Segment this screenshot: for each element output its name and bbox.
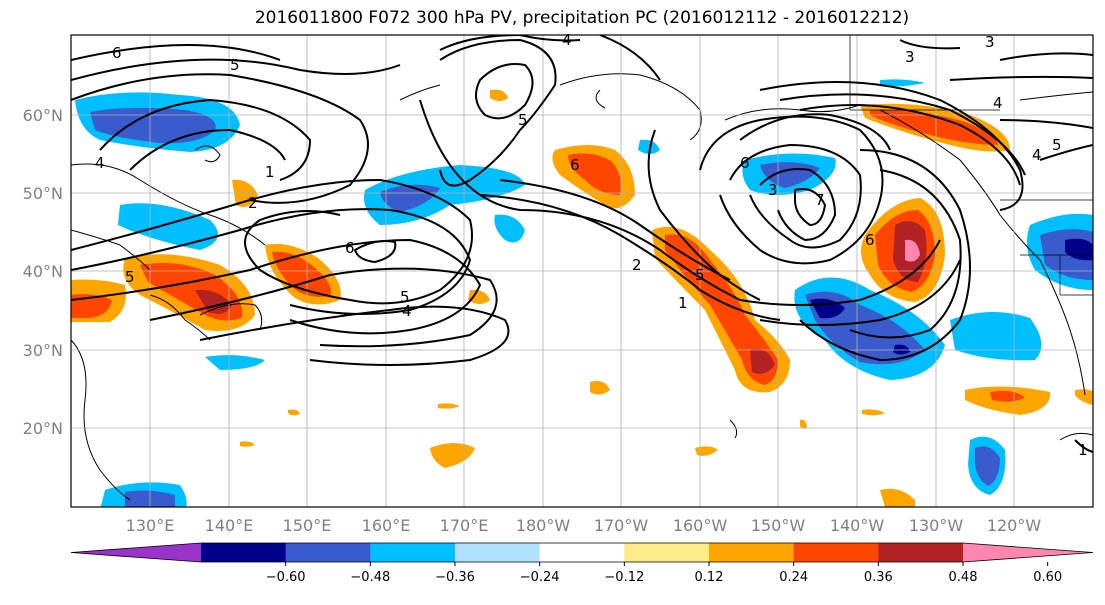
contour-label: 4: [402, 302, 412, 320]
lat-label: 40°N: [23, 262, 63, 281]
colorbar-tick-label: −0.24: [520, 570, 560, 585]
colorbar-tick-label: −0.60: [266, 570, 306, 585]
shading-layer: [71, 79, 1093, 507]
contour-label: 4: [562, 31, 572, 49]
pv-contour-layer: [71, 35, 1093, 453]
lon-label: 130°E: [126, 516, 175, 535]
lon-label: 150°E: [283, 516, 332, 535]
contour-label: 5: [518, 111, 528, 129]
contour-label: 2: [632, 256, 642, 274]
lon-label: 130°W: [909, 516, 964, 535]
contour-label: 6: [865, 231, 875, 249]
colorbar-bin: [370, 543, 456, 562]
contour-label: 6: [345, 239, 355, 257]
contour-label: 4: [993, 94, 1003, 112]
contour-label: 4: [95, 154, 105, 172]
contour-label: 6: [112, 44, 122, 62]
colorbar-bin: [624, 543, 710, 562]
contour-label: 1: [1078, 441, 1088, 459]
figure-title: 2016011800 F072 300 hPa PV, precipitatio…: [254, 8, 910, 28]
lat-label: 60°N: [23, 106, 63, 125]
contour-label: 1: [678, 294, 688, 312]
contour-label: 3: [768, 181, 778, 199]
colorbar-bin: [455, 543, 541, 562]
lat-label: 30°N: [23, 341, 63, 360]
colorbar-tick-label: 0.24: [779, 570, 808, 585]
contour-label: 3: [905, 48, 915, 66]
colorbar-extend-high: [963, 543, 1093, 562]
coastline-layer: [71, 73, 1093, 501]
contour-label: 3: [985, 33, 995, 51]
colorbar-bin: [793, 543, 879, 562]
map-frame: [70, 34, 1094, 508]
colorbar-tick-label: −0.48: [350, 570, 390, 585]
lat-labels: 60°N 50°N 40°N 30°N 20°N: [23, 106, 63, 438]
lon-label: 170°W: [594, 516, 649, 535]
lon-label: 180°W: [516, 516, 571, 535]
lon-labels: 130°E 140°E 150°E 160°E 170°E 180°W 170°…: [126, 516, 1042, 535]
colorbar-extend-low: [71, 543, 201, 562]
colorbar-tick-label: −0.12: [604, 570, 644, 585]
contour-label: 1: [265, 163, 275, 181]
contour-label: 2: [248, 194, 258, 212]
contour-label: 6: [570, 156, 580, 174]
boundary-layer: [849, 35, 1093, 296]
colorbar-tick-label: −0.36: [435, 570, 475, 585]
colorbar-bin: [709, 543, 795, 562]
lon-label: 170°E: [440, 516, 489, 535]
colorbar-tick-label: 0.48: [949, 570, 978, 585]
lon-label: 140°E: [205, 516, 254, 535]
contour-label: 5: [125, 268, 135, 286]
colorbar-tick-label: 0.36: [864, 570, 893, 585]
colorbar-bin: [878, 543, 964, 562]
contour-label: 5: [695, 266, 705, 284]
colorbar-outline: [70, 542, 1094, 563]
lon-label: 160°E: [362, 516, 411, 535]
colorbar-bin: [201, 543, 287, 562]
lat-label: 50°N: [23, 184, 63, 203]
colorbar-bin: [285, 543, 371, 562]
colorbar-tick-label: 0.12: [695, 570, 724, 585]
contour-label: 6: [740, 154, 750, 172]
lon-label: 160°W: [673, 516, 728, 535]
lon-label: 120°W: [987, 516, 1042, 535]
negative-pc-regions: [75, 79, 1093, 507]
lon-label: 150°W: [751, 516, 806, 535]
contour-label: 4: [1032, 146, 1042, 164]
contour-label: 5: [400, 288, 410, 306]
contour-label: 7: [815, 191, 825, 209]
contour-label: 5: [1052, 136, 1062, 154]
colorbar: −0.60 −0.48 −0.36 −0.24 −0.12 0.12 0.24 0.36 0.4…: [70, 542, 1094, 585]
contour-label: 5: [230, 56, 240, 74]
colorbar-bin: [539, 543, 625, 562]
contour-labels: 6 5 4 4 1 2 5 6 5 4 2 1 5 6 3 6 7 5 4 3 …: [95, 31, 1088, 459]
lat-label: 20°N: [23, 419, 63, 438]
lon-label: 140°W: [830, 516, 885, 535]
colorbar-tick-label: 0.60: [1033, 570, 1062, 585]
